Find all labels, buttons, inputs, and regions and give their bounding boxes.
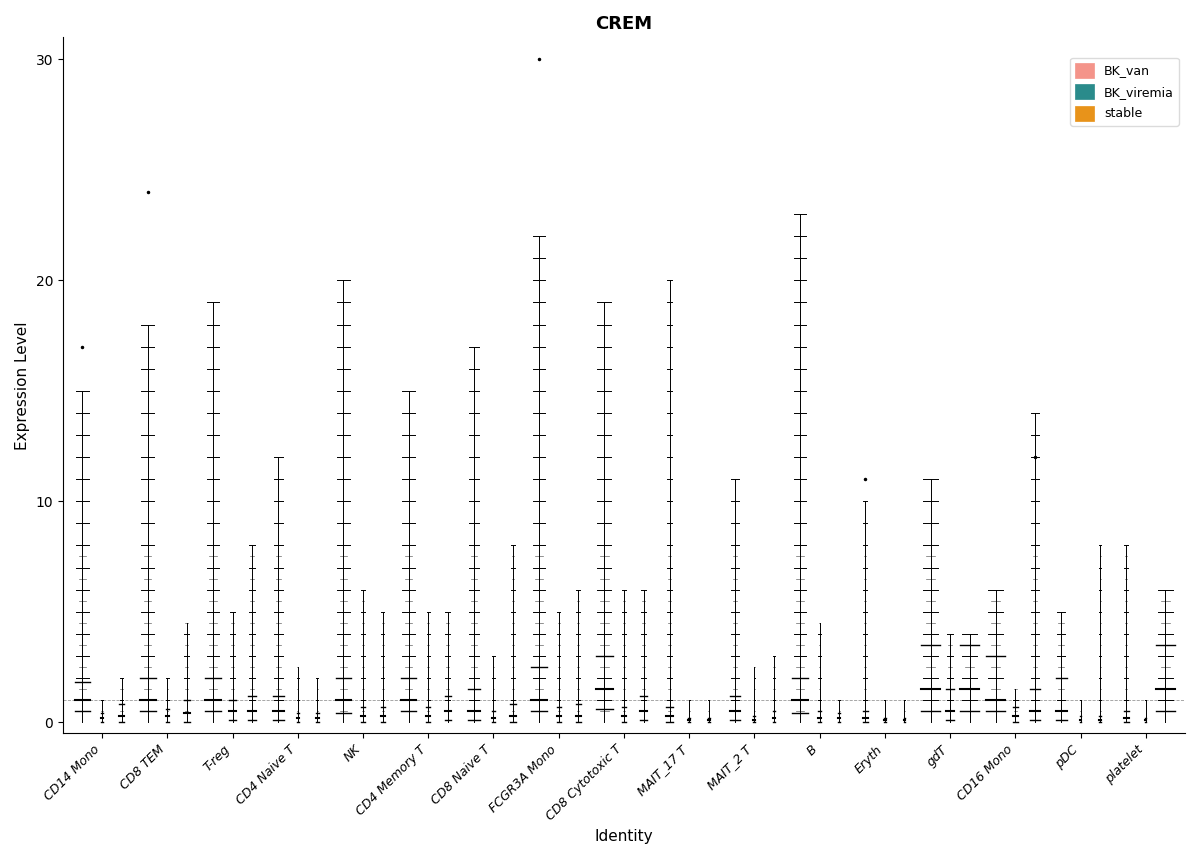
Legend: BK_van, BK_viremia, stable: BK_van, BK_viremia, stable — [1070, 58, 1178, 125]
Y-axis label: Expression Level: Expression Level — [16, 321, 30, 449]
X-axis label: Identity: Identity — [595, 829, 653, 844]
Title: CREM: CREM — [595, 15, 653, 33]
